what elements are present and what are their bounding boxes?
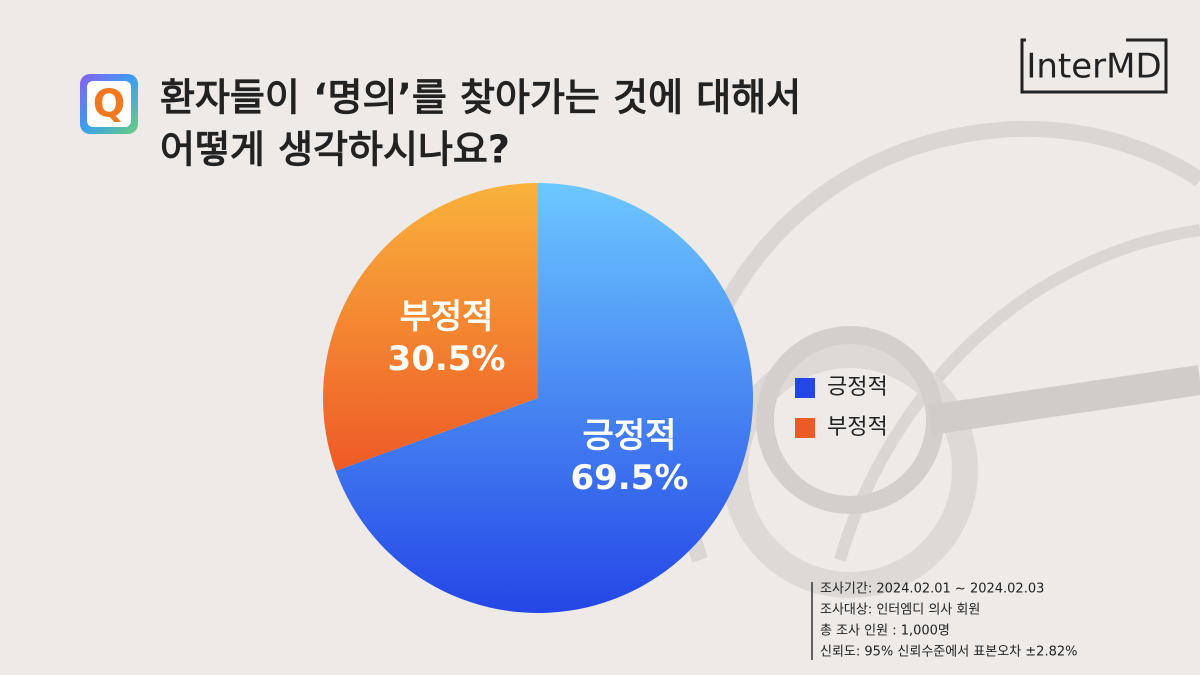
survey-note: 조사기간: 2024.02.01 ~ 2024.02.03 bbox=[820, 582, 1044, 597]
pie-slice bbox=[335, 183, 754, 614]
legend-label: 부정적 bbox=[827, 415, 888, 440]
title-line: 환자들이 ‘명의’를 찾아가는 것에 대해서 bbox=[160, 76, 801, 120]
survey-note: 총 조사 인원 : 1,000명 bbox=[820, 624, 950, 639]
title-line: 어떻게 생각하시나요? bbox=[160, 128, 510, 172]
slice-category-label: 부정적 bbox=[400, 297, 494, 337]
q-icon-letter: Q bbox=[93, 82, 125, 126]
slice-value-label: 69.5% bbox=[570, 458, 688, 498]
logo-gap bbox=[1026, 36, 1126, 46]
survey-note: 조사대상: 인터엠디 의사 회원 bbox=[820, 603, 980, 618]
pie-slice bbox=[323, 183, 538, 471]
legend-swatch bbox=[795, 418, 815, 438]
survey-note: 신뢰도: 95% 신뢰수준에서 표본오차 ±2.82% bbox=[820, 645, 1077, 660]
slice-value-label: 30.5% bbox=[388, 339, 506, 379]
logo: InterMD bbox=[1026, 47, 1161, 87]
legend-label: 긍정적 bbox=[827, 375, 888, 400]
legend-swatch bbox=[795, 378, 815, 398]
q-icon-inner bbox=[87, 81, 131, 127]
slice-category-label: 긍정적 bbox=[583, 416, 677, 456]
